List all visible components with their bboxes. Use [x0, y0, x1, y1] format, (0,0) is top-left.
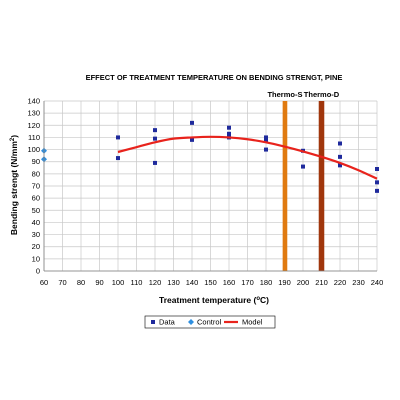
data-point: [116, 156, 120, 161]
y-axis-title-sup: 2: [10, 137, 16, 141]
y-tick-label: 120: [27, 121, 40, 130]
legend-label-data: Data: [159, 318, 176, 327]
data-point: [153, 160, 157, 165]
data-point: [338, 163, 342, 168]
data-point: [227, 131, 231, 136]
x-tick-label: 120: [149, 278, 162, 287]
y-tick-label: 20: [32, 242, 40, 251]
x-tick-label: 80: [77, 278, 85, 287]
data-point: [190, 120, 194, 125]
legend-label-model: Model: [242, 318, 263, 327]
y-tick-label: 140: [27, 97, 40, 106]
x-axis-title-tail: C): [260, 295, 269, 305]
data-point: [153, 136, 157, 141]
legend: Data Control Model: [144, 315, 276, 329]
data-point: [227, 125, 231, 130]
data-point: [153, 128, 157, 133]
y-tick-label: 80: [32, 169, 40, 178]
y-tick-label: 0: [36, 267, 40, 276]
y-tick-label: 100: [27, 145, 40, 154]
x-tick-label: 180: [260, 278, 273, 287]
data-point: [338, 154, 342, 159]
x-axis-title-sup: o: [256, 296, 260, 302]
data-point: [264, 137, 268, 142]
data-point: [116, 135, 120, 140]
data-point: [264, 135, 268, 140]
x-tick-label: 240: [371, 278, 384, 287]
y-tick-label: 70: [32, 182, 40, 191]
x-tick-label: 70: [58, 278, 66, 287]
y-tick-label: 10: [32, 254, 40, 263]
legend-label-control: Control: [197, 318, 222, 327]
legend-data-swatch: [151, 320, 155, 324]
y-axis-title-tail: ): [9, 135, 19, 138]
axes: 60 70 80 90 100 110 120 130 140 150 160 170 180 190 20…: [27, 97, 383, 288]
band-thermo-d: [318, 101, 325, 271]
x-tick-label: 100: [112, 278, 125, 287]
temperature-bands: Thermo-S Thermo-D: [267, 90, 340, 271]
band-label-thermo-d: Thermo-D: [304, 90, 340, 99]
model-line: [117, 135, 378, 180]
y-tick-label: 90: [32, 157, 40, 166]
data-point: [375, 180, 379, 185]
band-label-thermo-s: Thermo-S: [267, 90, 302, 99]
x-tick-label: 150: [204, 278, 217, 287]
x-tick-label: 90: [95, 278, 103, 287]
data-point: [190, 137, 194, 142]
x-tick-label: 160: [223, 278, 236, 287]
x-tick-label: 130: [167, 278, 180, 287]
y-tick-label: 130: [27, 109, 40, 118]
y-tick-label: 60: [32, 194, 40, 203]
y-tick-label: 30: [32, 230, 40, 239]
x-tick-label: 190: [278, 278, 291, 287]
x-tick-label: 140: [186, 278, 199, 287]
y-axis-title: Bending strengt (N/mm2): [9, 135, 19, 235]
x-axis-title-main: Treatment temperature (: [159, 295, 256, 305]
chart-title: EFFECT OF TREATMENT TEMPERATURE ON BENDI…: [86, 73, 343, 82]
data-point: [375, 167, 379, 171]
y-tick-label: 40: [32, 218, 40, 227]
data-point: [264, 147, 268, 152]
legend-control-swatch: [188, 319, 194, 325]
y-axis-title-main: Bending strengt (N/mm: [9, 141, 19, 235]
grid: [43, 100, 378, 272]
x-tick-label: 170: [241, 278, 254, 287]
y-tick-label: 110: [28, 133, 40, 142]
x-tick-label: 210: [315, 278, 328, 287]
x-tick-label: 60: [40, 278, 48, 287]
x-tick-label: 200: [297, 278, 310, 287]
x-tick-label: 220: [334, 278, 347, 287]
legend-box: [144, 315, 276, 329]
x-tick-label: 230: [352, 278, 365, 287]
x-axis-title: Treatment temperature (oC): [159, 295, 269, 305]
band-thermo-s: [282, 101, 288, 271]
data-point: [338, 141, 342, 146]
x-tick-label: 110: [131, 278, 143, 287]
y-tick-label: 50: [32, 206, 40, 215]
data-point: [375, 188, 379, 193]
data-point: [301, 164, 305, 169]
series: [41, 120, 379, 193]
